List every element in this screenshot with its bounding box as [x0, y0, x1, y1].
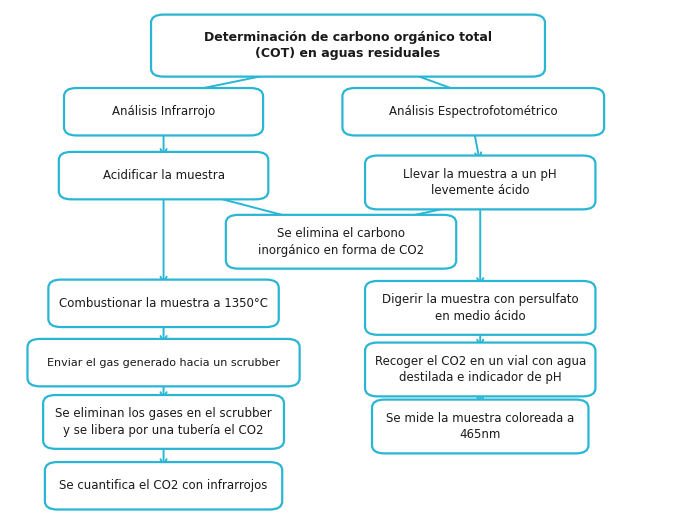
FancyBboxPatch shape [58, 152, 269, 199]
Text: Digerir la muestra con persulfato
en medio ácido: Digerir la muestra con persulfato en med… [382, 293, 578, 322]
Text: Combustionar la muestra a 1350°C: Combustionar la muestra a 1350°C [59, 297, 268, 310]
Text: Acidificar la muestra: Acidificar la muestra [102, 169, 225, 182]
FancyBboxPatch shape [151, 15, 545, 76]
Text: Se elimina el carbono
inorgánico en forma de CO2: Se elimina el carbono inorgánico en form… [258, 227, 424, 256]
FancyBboxPatch shape [64, 88, 263, 136]
FancyBboxPatch shape [342, 88, 604, 136]
Text: Determinación de carbono orgánico total
(COT) en aguas residuales: Determinación de carbono orgánico total … [204, 31, 492, 60]
Text: Análisis Infrarrojo: Análisis Infrarrojo [112, 105, 215, 118]
FancyBboxPatch shape [27, 339, 299, 386]
FancyBboxPatch shape [43, 395, 284, 449]
FancyBboxPatch shape [365, 281, 596, 335]
FancyBboxPatch shape [372, 399, 588, 453]
Text: Se cuantifica el CO2 con infrarrojos: Se cuantifica el CO2 con infrarrojos [59, 479, 268, 492]
Text: Se mide la muestra coloreada a
465nm: Se mide la muestra coloreada a 465nm [386, 412, 574, 441]
FancyBboxPatch shape [365, 343, 596, 396]
Text: Enviar el gas generado hacia un scrubber: Enviar el gas generado hacia un scrubber [47, 358, 280, 368]
Text: Se eliminan los gases en el scrubber
y se libera por una tubería el CO2: Se eliminan los gases en el scrubber y s… [55, 407, 272, 437]
Text: Llevar la muestra a un pH
levemente ácido: Llevar la muestra a un pH levemente ácid… [404, 168, 557, 197]
FancyBboxPatch shape [45, 462, 282, 510]
FancyBboxPatch shape [365, 155, 596, 210]
FancyBboxPatch shape [48, 280, 278, 327]
Text: Recoger el CO2 en un vial con agua
destilada e indicador de pH: Recoger el CO2 en un vial con agua desti… [374, 355, 586, 384]
FancyBboxPatch shape [226, 215, 457, 269]
Text: Análisis Espectrofotométrico: Análisis Espectrofotométrico [389, 105, 557, 118]
